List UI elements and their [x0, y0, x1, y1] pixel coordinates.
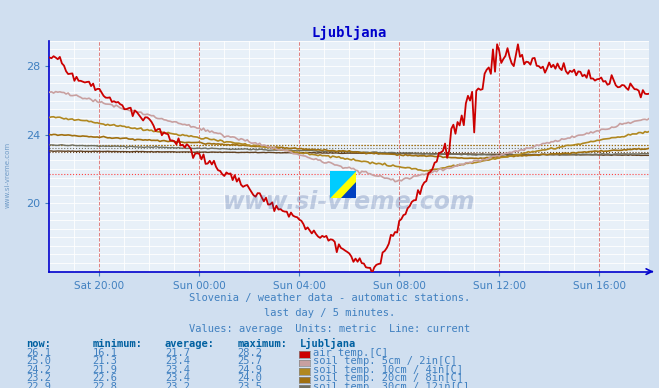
Polygon shape [341, 182, 356, 198]
Text: soil temp. 20cm / 8in[C]: soil temp. 20cm / 8in[C] [313, 373, 463, 383]
Text: 25.7: 25.7 [237, 356, 262, 366]
Text: 25.0: 25.0 [26, 356, 51, 366]
Text: Values: average  Units: metric  Line: current: Values: average Units: metric Line: curr… [189, 324, 470, 334]
Text: Ljubljana: Ljubljana [300, 338, 356, 349]
Text: average:: average: [165, 339, 215, 349]
Text: 23.4: 23.4 [165, 373, 190, 383]
Polygon shape [330, 171, 356, 198]
Text: 23.5: 23.5 [237, 382, 262, 388]
Text: 24.2: 24.2 [26, 365, 51, 375]
Polygon shape [330, 171, 356, 198]
Text: 24.9: 24.9 [237, 365, 262, 375]
Text: now:: now: [26, 339, 51, 349]
Text: soil temp. 30cm / 12in[C]: soil temp. 30cm / 12in[C] [313, 382, 469, 388]
Text: 24.0: 24.0 [237, 373, 262, 383]
Text: 22.9: 22.9 [26, 382, 51, 388]
Text: 23.4: 23.4 [165, 365, 190, 375]
Text: last day / 5 minutes.: last day / 5 minutes. [264, 308, 395, 318]
Text: air temp.[C]: air temp.[C] [313, 348, 388, 358]
Text: 21.3: 21.3 [92, 356, 117, 366]
Text: maximum:: maximum: [237, 339, 287, 349]
Text: minimum:: minimum: [92, 339, 142, 349]
Text: 23.2: 23.2 [165, 382, 190, 388]
Text: Slovenia / weather data - automatic stations.: Slovenia / weather data - automatic stat… [189, 293, 470, 303]
Text: www.si-vreme.com: www.si-vreme.com [223, 191, 476, 214]
Text: soil temp. 5cm / 2in[C]: soil temp. 5cm / 2in[C] [313, 356, 457, 366]
Text: 28.2: 28.2 [237, 348, 262, 358]
Text: 16.1: 16.1 [92, 348, 117, 358]
Text: 22.8: 22.8 [92, 382, 117, 388]
Text: 23.4: 23.4 [165, 356, 190, 366]
Text: 22.6: 22.6 [92, 373, 117, 383]
Text: soil temp. 10cm / 4in[C]: soil temp. 10cm / 4in[C] [313, 365, 463, 375]
Text: 26.1: 26.1 [26, 348, 51, 358]
Text: www.si-vreme.com: www.si-vreme.com [5, 142, 11, 208]
Text: 23.2: 23.2 [26, 373, 51, 383]
Title: Ljubljana: Ljubljana [312, 26, 387, 40]
Text: 21.9: 21.9 [92, 365, 117, 375]
Text: 21.7: 21.7 [165, 348, 190, 358]
